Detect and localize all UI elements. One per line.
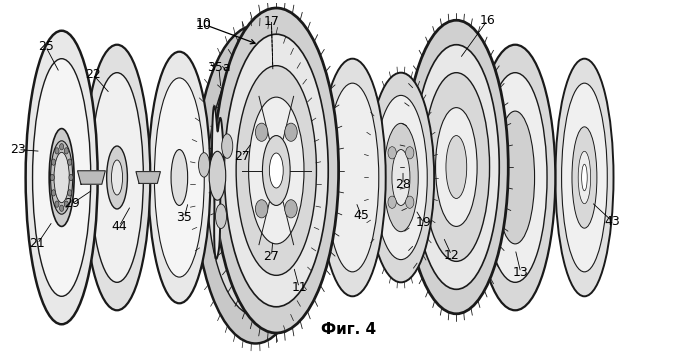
Text: 12: 12 xyxy=(444,248,459,262)
Ellipse shape xyxy=(236,66,316,275)
Ellipse shape xyxy=(406,196,414,208)
Ellipse shape xyxy=(388,196,396,208)
Text: 35: 35 xyxy=(177,211,192,224)
Ellipse shape xyxy=(375,95,427,260)
Ellipse shape xyxy=(91,73,143,282)
Ellipse shape xyxy=(581,164,587,191)
Text: 44: 44 xyxy=(111,220,127,233)
Text: 27: 27 xyxy=(234,150,250,163)
Ellipse shape xyxy=(68,190,72,196)
Ellipse shape xyxy=(214,8,339,333)
Ellipse shape xyxy=(171,149,188,206)
Ellipse shape xyxy=(285,200,297,218)
Ellipse shape xyxy=(54,153,68,202)
Text: 45: 45 xyxy=(353,209,369,223)
Ellipse shape xyxy=(248,97,304,244)
Text: 10: 10 xyxy=(195,19,211,32)
Ellipse shape xyxy=(562,83,607,272)
Ellipse shape xyxy=(319,59,386,296)
Text: 11: 11 xyxy=(291,281,307,294)
Text: 23: 23 xyxy=(10,143,26,156)
Text: 21: 21 xyxy=(29,237,45,250)
Polygon shape xyxy=(77,171,105,184)
Ellipse shape xyxy=(55,201,59,207)
Ellipse shape xyxy=(285,123,297,141)
Ellipse shape xyxy=(255,200,268,218)
Ellipse shape xyxy=(572,127,597,228)
Ellipse shape xyxy=(496,111,535,244)
Ellipse shape xyxy=(198,153,209,177)
Ellipse shape xyxy=(49,129,74,226)
Text: 25: 25 xyxy=(38,40,54,53)
Ellipse shape xyxy=(404,20,508,314)
Text: Фиг. 4: Фиг. 4 xyxy=(322,322,376,337)
Ellipse shape xyxy=(556,59,614,296)
Ellipse shape xyxy=(326,83,379,272)
Ellipse shape xyxy=(436,108,477,226)
Ellipse shape xyxy=(406,147,414,159)
Ellipse shape xyxy=(112,160,123,195)
Ellipse shape xyxy=(423,73,489,261)
Ellipse shape xyxy=(50,174,54,181)
Ellipse shape xyxy=(368,73,434,282)
Ellipse shape xyxy=(54,152,69,203)
Ellipse shape xyxy=(224,34,328,307)
Ellipse shape xyxy=(446,136,467,198)
Ellipse shape xyxy=(107,146,128,209)
Ellipse shape xyxy=(578,151,591,204)
Ellipse shape xyxy=(207,54,304,316)
Ellipse shape xyxy=(68,159,72,165)
Ellipse shape xyxy=(52,190,56,196)
Ellipse shape xyxy=(64,201,68,207)
Ellipse shape xyxy=(154,78,205,277)
Text: 19: 19 xyxy=(416,217,431,229)
Ellipse shape xyxy=(392,149,410,206)
Ellipse shape xyxy=(269,153,283,188)
Ellipse shape xyxy=(59,205,64,211)
Ellipse shape xyxy=(195,26,316,344)
Text: 13: 13 xyxy=(513,266,528,279)
Ellipse shape xyxy=(222,134,232,158)
Text: 28: 28 xyxy=(395,178,411,191)
Text: 43: 43 xyxy=(604,215,620,228)
Text: 22: 22 xyxy=(85,68,101,81)
Ellipse shape xyxy=(216,204,227,229)
Ellipse shape xyxy=(413,45,499,289)
Ellipse shape xyxy=(69,174,73,181)
Polygon shape xyxy=(136,171,161,184)
Text: 27: 27 xyxy=(264,250,279,263)
Ellipse shape xyxy=(475,45,556,310)
Ellipse shape xyxy=(209,151,225,200)
Ellipse shape xyxy=(148,52,211,303)
Ellipse shape xyxy=(384,123,418,232)
Text: 35a: 35a xyxy=(207,61,230,74)
Ellipse shape xyxy=(255,123,268,141)
Text: 29: 29 xyxy=(64,197,80,210)
Text: 16: 16 xyxy=(480,14,496,27)
Ellipse shape xyxy=(26,31,98,324)
Ellipse shape xyxy=(262,136,290,206)
Ellipse shape xyxy=(52,159,56,165)
Ellipse shape xyxy=(59,144,64,150)
Ellipse shape xyxy=(50,141,73,214)
Ellipse shape xyxy=(483,73,547,282)
Text: 10: 10 xyxy=(195,17,211,30)
Ellipse shape xyxy=(84,45,150,310)
Ellipse shape xyxy=(55,148,59,154)
Ellipse shape xyxy=(64,148,68,154)
Polygon shape xyxy=(212,106,224,259)
Text: 17: 17 xyxy=(264,16,279,28)
Ellipse shape xyxy=(221,85,290,284)
Ellipse shape xyxy=(58,165,65,190)
Ellipse shape xyxy=(388,147,396,159)
Ellipse shape xyxy=(33,59,91,296)
